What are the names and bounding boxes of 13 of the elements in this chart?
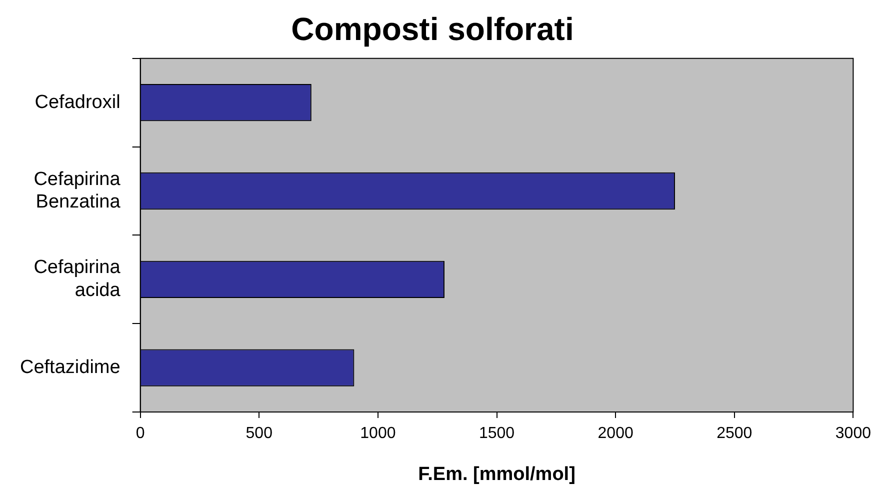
y-tick-label: Ceftazidime xyxy=(20,357,120,378)
y-tick-label: Cefapirina acida xyxy=(34,257,121,302)
y-tick-label: Cefadroxil xyxy=(34,92,120,113)
x-tick-label: 500 xyxy=(246,425,273,442)
x-tick-label: 1000 xyxy=(360,425,396,442)
y-tick-label: Cefapirina Benzatina xyxy=(34,168,121,213)
x-tick-label: 3000 xyxy=(835,425,872,442)
x-tick-label: 0 xyxy=(136,425,145,442)
chart-title: Composti solforati xyxy=(291,11,574,48)
x-tick-label: 2000 xyxy=(598,425,634,442)
x-tick-label: 1500 xyxy=(478,425,515,442)
x-tick-label: 2500 xyxy=(716,425,752,442)
x-axis-title: F.Em. [mmol/mol] xyxy=(418,464,576,485)
